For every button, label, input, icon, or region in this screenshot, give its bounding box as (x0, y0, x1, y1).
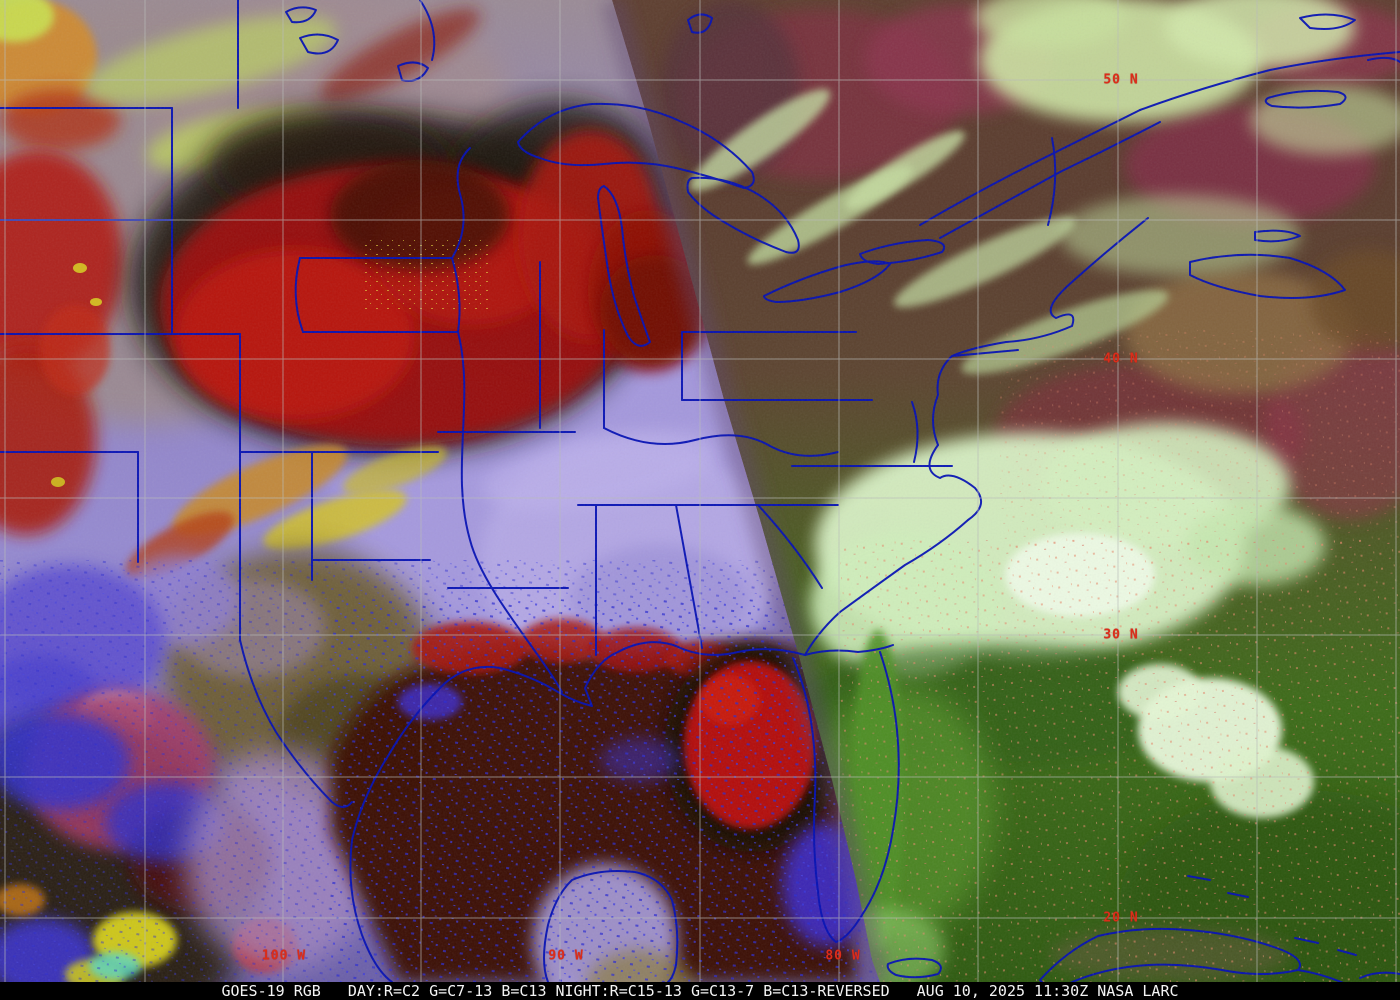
caption-bar: GOES-19 RGB DAY:R=C2 G=C7-13 B=C13 NIGHT… (0, 982, 1400, 1000)
lat-label-40n: 40 N (1103, 351, 1139, 367)
caption-night-recipe: NIGHT:R=C15-13 G=C13-7 B=C13-REVERSED (555, 982, 890, 1000)
caption-datetime: AUG 10, 2025 11:30Z (916, 982, 1089, 1000)
caption-product: GOES-19 RGB (221, 982, 321, 1000)
lon-label-90w: 90 W (548, 948, 584, 964)
lat-label-50n: 50 N (1103, 72, 1139, 88)
caption-day-recipe: DAY:R=C2 G=C7-13 B=C13 (347, 982, 547, 1000)
lon-label-80w: 80 W (825, 948, 861, 964)
caption-credit: NASA LARC (1097, 982, 1179, 1000)
lat-label-30n: 30 N (1103, 627, 1139, 643)
lat-label-20n: 20 N (1103, 910, 1139, 926)
lon-label-100w: 100 W (261, 948, 307, 964)
